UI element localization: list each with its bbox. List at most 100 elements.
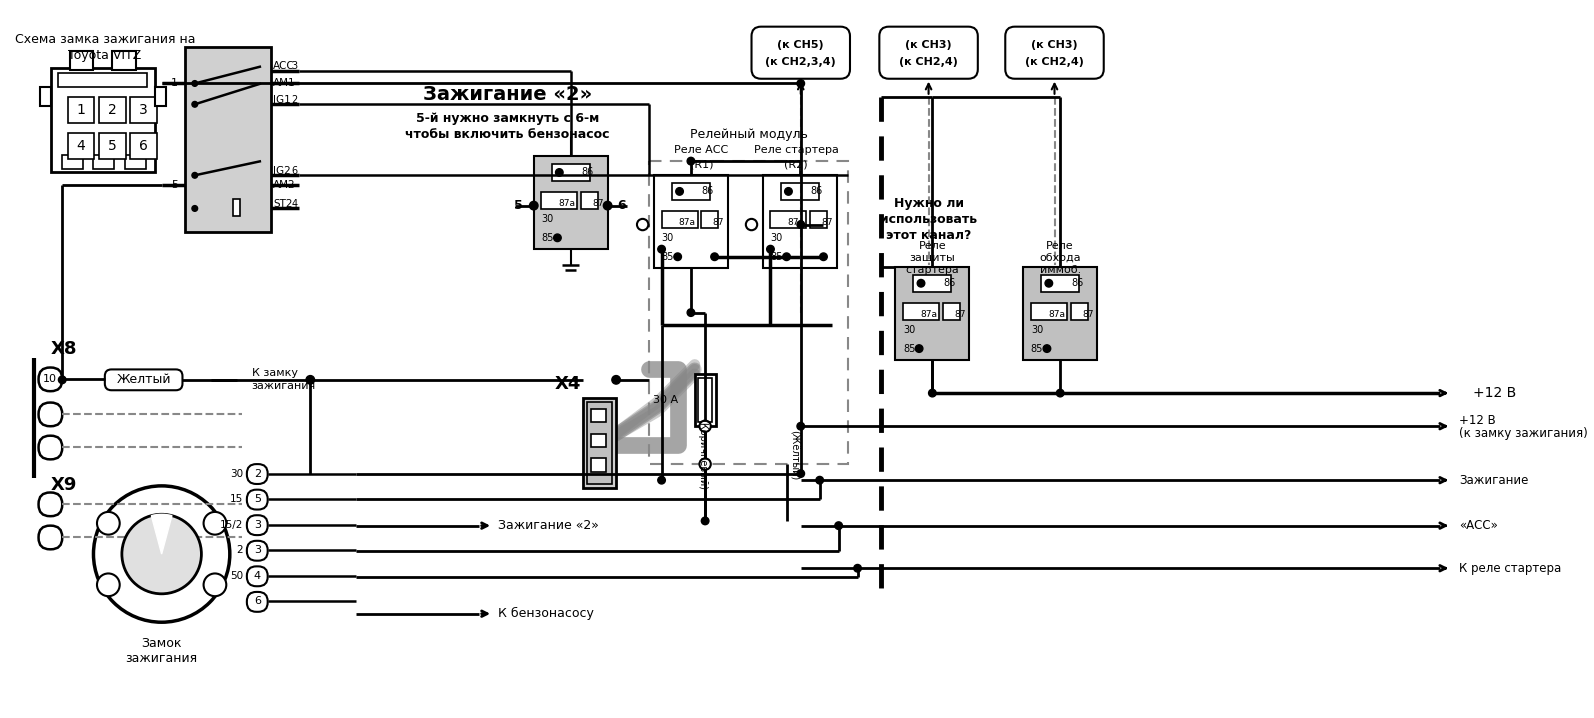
Circle shape bbox=[687, 309, 695, 317]
Text: AM1: AM1 bbox=[273, 78, 296, 88]
Circle shape bbox=[700, 458, 711, 470]
Text: +12 В: +12 В bbox=[1459, 414, 1495, 427]
Text: 2: 2 bbox=[292, 95, 298, 105]
Circle shape bbox=[658, 477, 665, 484]
Text: +12 В: +12 В bbox=[1473, 386, 1516, 400]
Circle shape bbox=[797, 470, 805, 477]
Circle shape bbox=[1042, 345, 1050, 353]
Text: 3: 3 bbox=[253, 545, 261, 555]
FancyBboxPatch shape bbox=[247, 464, 268, 484]
Circle shape bbox=[97, 512, 120, 535]
Circle shape bbox=[556, 169, 563, 176]
FancyBboxPatch shape bbox=[38, 368, 62, 391]
Bar bbox=[904, 303, 939, 320]
Bar bbox=[913, 275, 952, 292]
Bar bbox=[942, 303, 960, 320]
Text: 5: 5 bbox=[108, 139, 116, 153]
Text: 50: 50 bbox=[230, 571, 242, 581]
FancyBboxPatch shape bbox=[1006, 27, 1103, 79]
Text: 30: 30 bbox=[662, 233, 674, 243]
Bar bbox=[764, 175, 837, 268]
Text: 3: 3 bbox=[253, 520, 261, 530]
Circle shape bbox=[700, 421, 711, 432]
Circle shape bbox=[191, 101, 198, 107]
Circle shape bbox=[204, 512, 226, 535]
Bar bbox=[781, 183, 819, 200]
Circle shape bbox=[746, 219, 757, 230]
Circle shape bbox=[306, 376, 314, 384]
FancyBboxPatch shape bbox=[247, 490, 268, 510]
Text: 3: 3 bbox=[139, 103, 148, 117]
Text: 87a: 87a bbox=[679, 218, 695, 227]
Text: (R2): (R2) bbox=[784, 160, 808, 170]
Bar bbox=[70, 51, 94, 70]
Text: 15: 15 bbox=[230, 494, 242, 504]
Text: Реле АСС: Реле АСС bbox=[674, 145, 728, 155]
Bar bbox=[810, 211, 827, 228]
Text: 5: 5 bbox=[171, 180, 179, 190]
Bar bbox=[1031, 303, 1066, 320]
Circle shape bbox=[604, 201, 612, 210]
Bar bbox=[654, 175, 728, 268]
Text: К замку: К замку bbox=[252, 368, 298, 378]
Text: 87: 87 bbox=[1082, 310, 1093, 319]
Text: 3: 3 bbox=[292, 62, 298, 71]
Text: стартера: стартера bbox=[905, 265, 960, 275]
Bar bbox=[673, 183, 709, 200]
Bar bbox=[233, 199, 241, 216]
Text: 87a: 87a bbox=[558, 199, 575, 208]
Circle shape bbox=[797, 422, 805, 430]
Bar bbox=[1041, 275, 1079, 292]
FancyBboxPatch shape bbox=[247, 567, 268, 586]
Circle shape bbox=[676, 187, 684, 195]
Text: (к СН5): (к СН5) bbox=[778, 39, 824, 50]
Circle shape bbox=[767, 246, 775, 253]
Circle shape bbox=[816, 477, 824, 484]
Text: 30 А: 30 А bbox=[652, 395, 677, 405]
Bar bbox=[99, 97, 126, 123]
Text: 85: 85 bbox=[542, 233, 553, 243]
Text: 85: 85 bbox=[662, 252, 674, 262]
Text: 30: 30 bbox=[770, 233, 783, 243]
FancyBboxPatch shape bbox=[38, 403, 62, 426]
Text: 2: 2 bbox=[253, 469, 261, 479]
Circle shape bbox=[1057, 389, 1063, 397]
Text: 4: 4 bbox=[77, 139, 86, 153]
Circle shape bbox=[191, 205, 198, 211]
Circle shape bbox=[819, 253, 827, 261]
Text: зажигания: зажигания bbox=[126, 652, 198, 665]
Circle shape bbox=[797, 80, 805, 88]
FancyBboxPatch shape bbox=[247, 516, 268, 535]
Bar bbox=[542, 192, 577, 210]
Text: 6: 6 bbox=[253, 597, 261, 607]
Text: использовать: использовать bbox=[880, 213, 977, 226]
Text: (к СН2,4): (к СН2,4) bbox=[1025, 57, 1084, 67]
Text: (к СН2,4): (к СН2,4) bbox=[899, 57, 958, 67]
Text: 4: 4 bbox=[253, 571, 261, 581]
Text: (Жёлтый): (Жёлтый) bbox=[789, 429, 799, 480]
Circle shape bbox=[191, 172, 198, 178]
Text: Зажигание: Зажигание bbox=[1459, 474, 1529, 487]
Bar bbox=[1071, 303, 1087, 320]
Bar bbox=[69, 133, 94, 159]
Bar bbox=[534, 157, 607, 249]
Text: 87a: 87a bbox=[787, 218, 805, 227]
Bar bbox=[131, 97, 156, 123]
Circle shape bbox=[835, 522, 842, 529]
Bar bbox=[896, 267, 969, 360]
Circle shape bbox=[612, 376, 620, 384]
Text: (к СН3): (к СН3) bbox=[1031, 39, 1078, 50]
Bar bbox=[590, 409, 606, 422]
Text: (к СН2,3,4): (к СН2,3,4) bbox=[765, 57, 837, 67]
Circle shape bbox=[784, 187, 792, 195]
Bar bbox=[698, 378, 713, 422]
Text: защиты: защиты bbox=[910, 253, 955, 263]
Text: (к замку зажигания): (к замку зажигания) bbox=[1459, 427, 1588, 440]
Text: ACC: ACC bbox=[273, 62, 295, 71]
Circle shape bbox=[191, 80, 198, 86]
Text: 2: 2 bbox=[236, 545, 242, 555]
Circle shape bbox=[59, 376, 65, 383]
FancyBboxPatch shape bbox=[38, 436, 62, 460]
Bar bbox=[155, 88, 166, 106]
Wedge shape bbox=[151, 514, 172, 554]
